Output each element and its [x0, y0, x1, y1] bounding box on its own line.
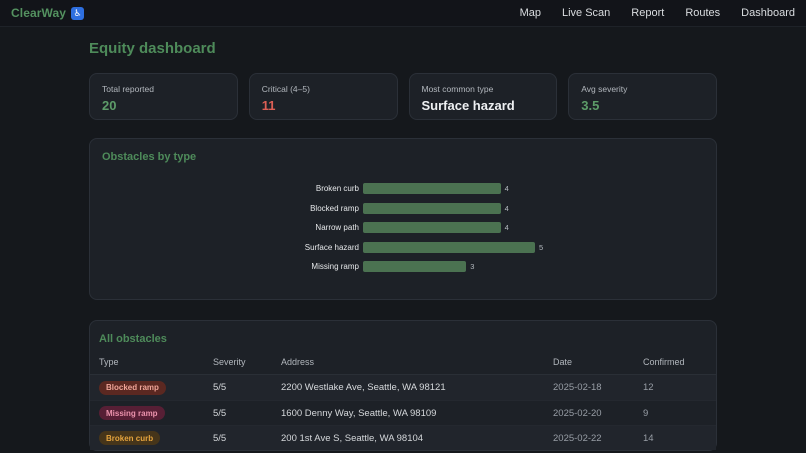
- stat-value: 20: [102, 98, 117, 113]
- column-header-severity: Severity: [213, 357, 246, 367]
- nav-link-dashboard[interactable]: Dashboard: [741, 7, 795, 19]
- brand-name: ClearWay: [11, 6, 67, 20]
- chart-category-label: Missing ramp: [311, 262, 359, 272]
- chart-category-label: Narrow path: [315, 223, 359, 233]
- chart-value-label: 3: [470, 262, 475, 272]
- type-cell: Missing ramp: [99, 406, 213, 420]
- chart-category-label: Surface hazard: [304, 242, 359, 252]
- stat-card-avg-severity: Avg severity 3.5: [568, 73, 717, 120]
- chart-bar: [363, 202, 501, 214]
- stat-label: Most common type: [421, 84, 494, 94]
- stat-value: 3.5: [581, 98, 600, 113]
- stats-row: Total reported 20 Critical (4–5) 11 Most com…: [89, 73, 717, 120]
- stat-label: Total reported: [102, 84, 154, 94]
- table-row: Blocked ramp 5/5 2200 Westlake Ave, Seattl…: [90, 375, 716, 400]
- column-header-confirmed: Confirmed: [643, 357, 685, 367]
- page-title: Equity dashboard: [89, 40, 216, 57]
- type-badge-blocked-ramp: Blocked ramp: [99, 380, 166, 395]
- table-row: Missing ramp 5/5 1600 Denny Way, Seattle, …: [90, 400, 716, 425]
- stat-card-total-reported: Total reported 20: [89, 73, 238, 120]
- date-cell: 2025-02-20: [553, 407, 602, 419]
- chart-category-label: Broken curb: [315, 184, 359, 194]
- address-cell: 1600 Denny Way, Seattle, WA 98109: [281, 407, 437, 419]
- chart-category-label: Blocked ramp: [310, 203, 359, 213]
- stat-card-critical-4-5-: Critical (4–5) 11: [248, 73, 398, 120]
- type-badge-broken-curb: Broken curb: [99, 431, 161, 445]
- chart-bar: [363, 241, 535, 253]
- confirmed-cell: 9: [643, 407, 649, 419]
- top-navbar: ClearWay ♿ Map Live Scan Report Routes Dashb…: [0, 0, 806, 27]
- severity-cell: 5/5: [213, 407, 227, 419]
- nav-link-routes[interactable]: Routes: [685, 7, 721, 19]
- table-header: Type Severity Address Date Confirmed: [90, 345, 716, 375]
- wheelchair-icon: ♿: [71, 6, 85, 20]
- chart-bar: [363, 261, 467, 273]
- chart-value-label: 4: [504, 223, 509, 233]
- confirmed-cell: 12: [643, 382, 654, 393]
- stat-label: Avg severity: [581, 84, 628, 94]
- date-cell: 2025-02-18: [553, 382, 602, 393]
- main-content: Equity dashboard Total reported 20 Critica…: [89, 27, 717, 451]
- address-cell: 200 1st Ave S, Seattle, WA 98104: [281, 432, 424, 444]
- chart-row-broken-curb: Broken curb 4: [253, 179, 553, 199]
- stat-card-most-common-type: Most common type Surface hazard: [408, 73, 558, 120]
- chart-bar: [363, 222, 501, 234]
- chart-value-label: 4: [504, 203, 509, 213]
- column-header-date: Date: [553, 357, 573, 367]
- type-cell: Broken curb: [99, 431, 213, 445]
- chart-card: Obstacles by type Broken curb 4 Blocked ra…: [89, 138, 717, 300]
- severity-cell: 5/5: [213, 382, 227, 393]
- column-header-type: Type: [99, 357, 119, 367]
- nav-link-live-scan[interactable]: Live Scan: [561, 7, 611, 19]
- table-card: All obstacles Type Severity Address Date Con…: [89, 320, 717, 451]
- chart-value-label: 5: [539, 242, 544, 252]
- stat-label: Critical (4–5): [261, 84, 310, 94]
- address-cell: 2200 Westlake Ave, Seattle, WA 98121: [281, 382, 446, 393]
- chart-row-missing-ramp: Missing ramp 3: [253, 257, 553, 277]
- type-badge-missing-ramp: Missing ramp: [99, 406, 165, 420]
- chart-title: Obstacles by type: [102, 151, 197, 163]
- table-body: Blocked ramp 5/5 2200 Westlake Ave, Seattl…: [90, 375, 716, 450]
- stat-value: 11: [261, 98, 276, 113]
- chart-row-narrow-path: Narrow path 4: [253, 218, 553, 238]
- type-cell: Blocked ramp: [99, 380, 213, 395]
- chart-bar: [363, 183, 501, 195]
- table-title: All obstacles: [99, 333, 167, 345]
- severity-cell: 5/5: [213, 432, 227, 444]
- column-header-address: Address: [281, 357, 315, 367]
- date-cell: 2025-02-22: [553, 432, 602, 444]
- confirmed-cell: 14: [643, 432, 654, 444]
- table-row: Broken curb 5/5 200 1st Ave S, Seattle, WA…: [90, 425, 716, 450]
- nav-links: Map Live Scan Report Routes Dashboard: [520, 7, 795, 19]
- chart-row-blocked-ramp: Blocked ramp 4: [253, 199, 553, 219]
- nav-link-map[interactable]: Map: [519, 7, 541, 19]
- chart-row-surface-hazard: Surface hazard 5: [253, 238, 553, 258]
- obstacles-bar-chart: Broken curb 4 Blocked ramp 4 Narrow path 4 Sur…: [253, 179, 553, 277]
- chart-value-label: 4: [504, 184, 509, 194]
- nav-link-report[interactable]: Report: [631, 7, 665, 19]
- brand-logo[interactable]: ClearWay ♿: [11, 6, 85, 20]
- stat-value: Surface hazard: [421, 98, 515, 113]
